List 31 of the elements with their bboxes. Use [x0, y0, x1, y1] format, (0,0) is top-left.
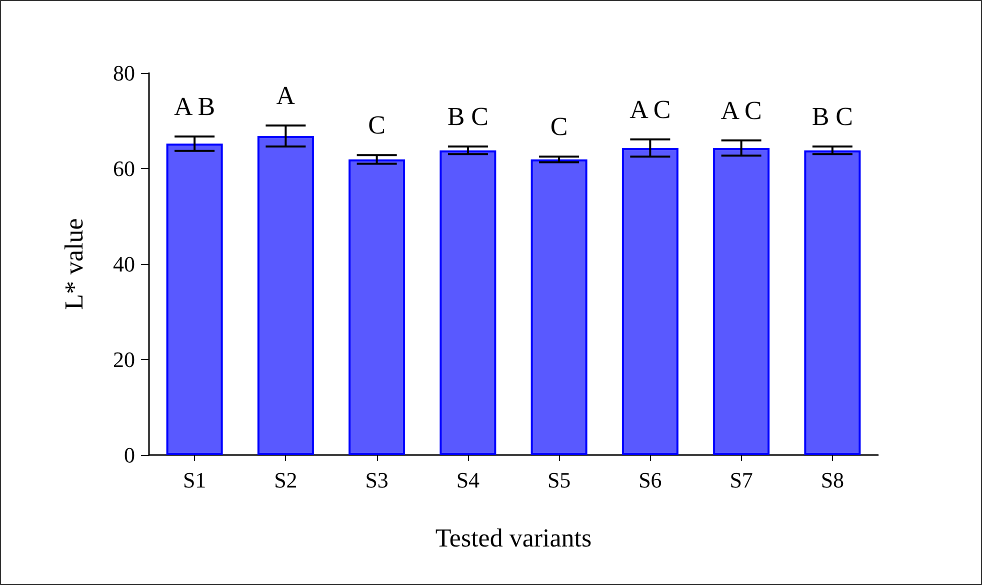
x-tick-label: S5: [547, 468, 571, 492]
x-tick-label: S7: [730, 468, 753, 492]
bar: [440, 150, 496, 455]
y-tick-label: 60: [113, 156, 135, 181]
annotation: A B: [174, 92, 216, 122]
annotation: B C: [447, 102, 489, 132]
x-axis-title: Tested variants: [435, 524, 592, 552]
bar: [348, 159, 406, 455]
bar: [804, 150, 861, 455]
bar: [530, 159, 588, 455]
x-tick-label: S2: [274, 468, 298, 492]
bar: [622, 148, 678, 455]
annotation: A C: [720, 96, 762, 125]
y-tick-label: 40: [113, 252, 135, 276]
y-tick-label: 0: [124, 442, 135, 468]
x-tick-label: S3: [365, 468, 388, 492]
annotation: A: [276, 81, 296, 110]
x-tick-label: S1: [182, 468, 206, 492]
y-tick-label: 80: [113, 60, 135, 86]
x-tick-label: S4: [456, 468, 480, 492]
bar: [257, 136, 314, 455]
annotation: C: [368, 110, 386, 140]
y-tick-label: 20: [113, 347, 135, 372]
x-tick-label: S6: [638, 468, 662, 492]
annotation: A C: [630, 94, 671, 124]
y-axis-title: L* value: [60, 218, 88, 310]
bar: [166, 144, 223, 455]
annotation: B C: [812, 102, 854, 132]
x-tick-label: S8: [820, 468, 844, 492]
annotation: C: [550, 112, 568, 142]
bar: [713, 148, 770, 455]
